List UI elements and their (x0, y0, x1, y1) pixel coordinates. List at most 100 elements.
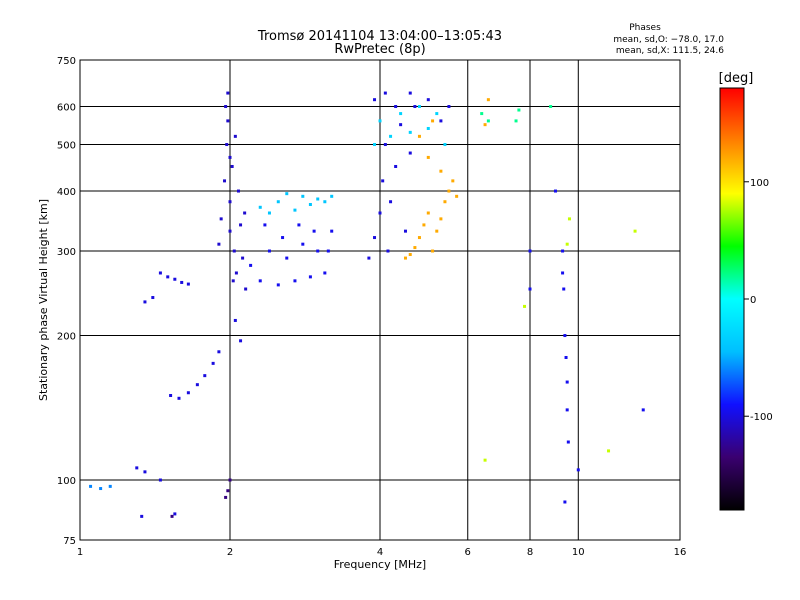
data-point (447, 189, 451, 193)
y-tick-label: 75 (63, 536, 76, 547)
x-tick-label: 1 (77, 547, 83, 558)
data-point (285, 192, 289, 196)
data-point (455, 194, 459, 198)
data-point (523, 304, 527, 308)
data-point (451, 179, 455, 183)
data-point (394, 105, 398, 109)
colorbar (719, 87, 745, 511)
x-tick-label: 16 (674, 547, 687, 558)
data-point (234, 271, 238, 275)
chart-title: Tromsø 20141104 13:04:00–13:05:43 (257, 29, 502, 44)
data-point (422, 223, 426, 227)
data-point (226, 119, 230, 123)
phase-info-x: mean, sd,X: 111.5, 24.6 (616, 46, 724, 56)
data-point (480, 112, 484, 116)
data-point (169, 394, 173, 398)
data-point (553, 189, 557, 193)
data-point (439, 217, 443, 221)
data-point (217, 350, 221, 354)
data-point (443, 200, 447, 204)
data-point (439, 119, 443, 123)
data-point (528, 287, 532, 291)
data-point (228, 229, 232, 233)
data-point (173, 277, 177, 281)
data-point (143, 470, 147, 474)
phase-info-heading: Phases (629, 23, 661, 33)
x-tick-label: 4 (377, 547, 383, 558)
data-point (386, 249, 390, 253)
data-point (389, 200, 393, 204)
data-point (233, 318, 237, 322)
colorbar-label: [deg] (719, 71, 754, 86)
data-point (89, 484, 93, 488)
data-point (267, 211, 271, 215)
data-point (562, 287, 566, 291)
data-point (565, 380, 569, 384)
data-point (435, 112, 439, 116)
y-axis-ticks: 75 100 200 300 400 500 600 750 (57, 56, 76, 547)
data-point (633, 229, 637, 233)
data-point (170, 514, 174, 518)
data-point (641, 408, 645, 412)
data-point (140, 514, 144, 518)
data-point (563, 500, 567, 504)
data-point (563, 334, 567, 338)
data-point (258, 279, 262, 283)
data-point (276, 200, 280, 204)
data-point (408, 130, 412, 134)
data-point (426, 211, 430, 215)
data-point (443, 143, 447, 147)
data-point (607, 449, 611, 453)
y-tick-label: 100 (57, 476, 76, 487)
data-point (389, 134, 393, 138)
data-point (564, 355, 568, 359)
data-point (435, 229, 439, 233)
data-point (158, 478, 162, 482)
data-point (281, 236, 285, 240)
data-point (312, 229, 316, 233)
data-point (293, 279, 297, 283)
data-point (408, 151, 412, 155)
data-point (447, 105, 451, 109)
data-point (233, 134, 237, 138)
data-point (417, 105, 421, 109)
data-point (267, 249, 271, 253)
y-axis-label: Stationary phase Virtual Height [km] (37, 199, 50, 401)
data-point (408, 91, 412, 95)
phase-info-o: mean, sd,O: −78.0, 17.0 (613, 35, 724, 45)
data-point (394, 164, 398, 168)
data-point (528, 249, 532, 253)
data-point (514, 119, 518, 123)
chart-subtitle: RwPretec (8p) (334, 42, 425, 57)
data-point (230, 164, 234, 168)
data-point (225, 143, 229, 147)
data-point (308, 275, 312, 279)
data-point (383, 143, 387, 147)
data-points (89, 91, 645, 518)
data-point (219, 217, 223, 221)
x-axis-ticks: 1 2 4 6 8 10 16 (77, 547, 687, 558)
data-point (223, 179, 227, 183)
y-tick-label: 500 (57, 141, 76, 152)
data-point (483, 123, 487, 127)
colorbar-ticks: 100 0 -100 (744, 178, 773, 423)
data-point (367, 256, 371, 260)
data-point (417, 134, 421, 138)
x-tick-label: 6 (465, 547, 471, 558)
x-tick-label: 2 (227, 547, 233, 558)
data-point (239, 223, 243, 227)
data-point (224, 105, 228, 109)
data-point (517, 108, 521, 112)
x-tick-label: 8 (527, 547, 533, 558)
data-point (561, 271, 565, 275)
data-point (323, 200, 327, 204)
data-point (431, 119, 435, 123)
data-point (373, 236, 377, 240)
data-point (413, 246, 417, 250)
plot-frame (79, 59, 681, 541)
data-point (293, 208, 297, 212)
data-point (180, 280, 184, 284)
data-point (576, 468, 580, 472)
data-point (381, 179, 385, 183)
data-point (195, 383, 199, 387)
